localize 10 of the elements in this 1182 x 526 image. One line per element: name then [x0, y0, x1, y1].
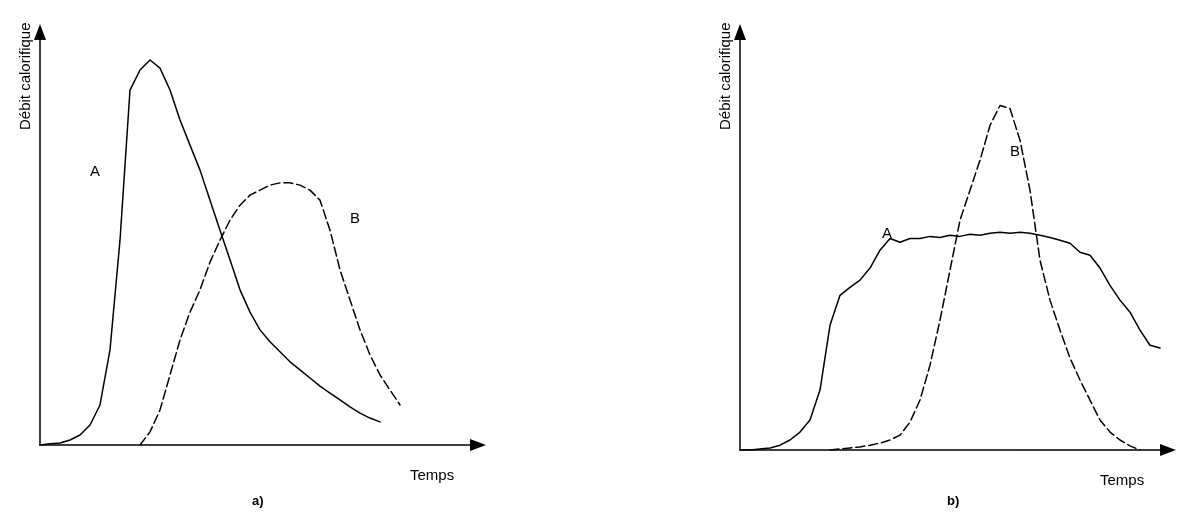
series-label: A — [89, 161, 101, 179]
text: b) — [947, 493, 960, 508]
y-axis-title: Débit calorifique — [716, 22, 733, 130]
x-axis-title: Temps — [410, 466, 455, 483]
x-axis-title: Temps — [1100, 471, 1145, 488]
text: a) — [252, 493, 264, 508]
y-axis-title: Débit calorifique — [16, 22, 33, 130]
series-label: B — [349, 209, 361, 227]
series-label: B — [1009, 141, 1021, 159]
series-label: A — [881, 223, 893, 241]
